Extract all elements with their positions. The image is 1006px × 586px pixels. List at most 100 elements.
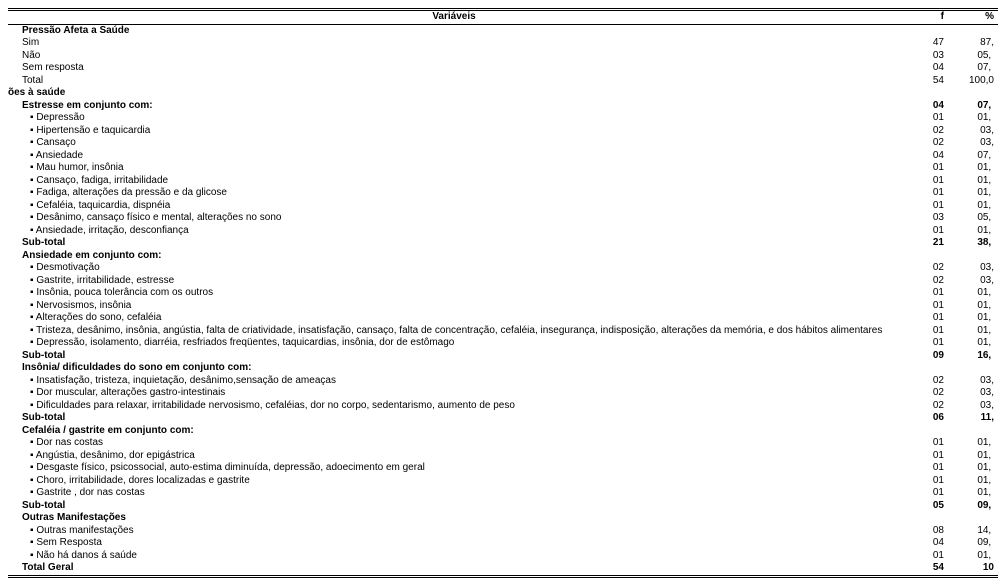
row-pct: 09, xyxy=(948,537,998,550)
table-row: ▪ Hipertensão e taquicardia0203, xyxy=(8,125,998,138)
row-pct: 01, xyxy=(948,450,998,463)
row-f xyxy=(900,24,948,37)
row-label: ▪ Angústia, desânimo, dor epigástrica xyxy=(8,450,900,463)
row-f xyxy=(900,250,948,263)
row-label: Sem resposta xyxy=(8,62,900,75)
row-label: ▪ Cefaléia, taquicardia, dispnéia xyxy=(8,200,900,213)
subtotal-row: Sub-total0611, xyxy=(8,412,998,425)
row-pct: 38, xyxy=(948,237,998,250)
row-f: 04 xyxy=(900,537,948,550)
row-pct: 03, xyxy=(948,275,998,288)
row-pct: 03, xyxy=(948,375,998,388)
row-f: 04 xyxy=(900,100,948,113)
table-row: ▪ Dificuldades para relaxar, irritabilid… xyxy=(8,400,998,413)
row-pct: 07, xyxy=(948,100,998,113)
row-pct: 09, xyxy=(948,500,998,513)
row-pct: 01, xyxy=(948,200,998,213)
row-label: Sim xyxy=(8,37,900,50)
row-f: 01 xyxy=(900,475,948,488)
row-pct: 87, xyxy=(948,37,998,50)
row-f: 02 xyxy=(900,262,948,275)
row-f: 04 xyxy=(900,150,948,163)
row-f: 02 xyxy=(900,400,948,413)
table-row: ▪ Dor muscular, alterações gastro-intest… xyxy=(8,387,998,400)
row-f: 02 xyxy=(900,375,948,388)
col-f: f xyxy=(900,10,948,25)
row-pct: 03, xyxy=(948,137,998,150)
row-pct: 14, xyxy=(948,525,998,538)
table-row: ▪ Gastrite, irritabilidade, estresse0203… xyxy=(8,275,998,288)
col-variaveis: Variáveis xyxy=(8,10,900,25)
row-f: 01 xyxy=(900,200,948,213)
header-row: Variáveis f % xyxy=(8,10,998,25)
row-pct: 05, xyxy=(948,212,998,225)
section-title: Ansiedade em conjunto com: xyxy=(8,250,900,263)
subtotal-label: Sub-total xyxy=(8,237,900,250)
row-pct xyxy=(948,24,998,37)
row-pct xyxy=(948,87,998,100)
table-row: ▪ Ansiedade0407, xyxy=(8,150,998,163)
row-pct: 07, xyxy=(948,150,998,163)
row-f: 01 xyxy=(900,312,948,325)
section-title-row: Pressão Afeta a Saúde xyxy=(8,24,998,37)
data-table: Variáveis f % Pressão Afeta a SaúdeSim47… xyxy=(8,8,998,578)
row-label: ▪ Sem Resposta xyxy=(8,537,900,550)
table-row: Sem resposta0407, xyxy=(8,62,998,75)
row-pct: 03, xyxy=(948,400,998,413)
table-row: ▪ Insônia, pouca tolerância com os outro… xyxy=(8,287,998,300)
table-row: ▪ Outras manifestações0814, xyxy=(8,525,998,538)
row-f: 01 xyxy=(900,187,948,200)
row-label: Não xyxy=(8,50,900,63)
row-pct: 01, xyxy=(948,175,998,188)
table-row: ▪ Dor nas costas0101, xyxy=(8,437,998,450)
table-row: ▪ Angústia, desânimo, dor epigástrica010… xyxy=(8,450,998,463)
section-title-row: Insônia/ dificuldades do sono em conjunt… xyxy=(8,362,998,375)
table-row: ▪ Fadiga, alterações da pressão e da gli… xyxy=(8,187,998,200)
row-pct: 07, xyxy=(948,62,998,75)
row-f: 01 xyxy=(900,462,948,475)
row-pct xyxy=(948,362,998,375)
row-f: 08 xyxy=(900,525,948,538)
row-f: 01 xyxy=(900,112,948,125)
row-f: 03 xyxy=(900,50,948,63)
table-row: ▪ Alterações do sono, cefaléia0101, xyxy=(8,312,998,325)
row-f: 01 xyxy=(900,325,948,338)
row-label: ▪ Outras manifestações xyxy=(8,525,900,538)
row-label: ▪ Insatisfação, tristeza, inquietação, d… xyxy=(8,375,900,388)
row-label: ▪ Dor nas costas xyxy=(8,437,900,450)
table-row: ▪ Insatisfação, tristeza, inquietação, d… xyxy=(8,375,998,388)
section-title-row: Outras Manifestações xyxy=(8,512,998,525)
row-pct: 01, xyxy=(948,325,998,338)
row-label: ▪ Desânimo, cansaço físico e mental, alt… xyxy=(8,212,900,225)
row-label: ▪ Não há danos á saúde xyxy=(8,550,900,563)
row-f: 01 xyxy=(900,175,948,188)
row-label: ▪ Desgaste físico, psicossocial, auto-es… xyxy=(8,462,900,475)
row-f: 02 xyxy=(900,275,948,288)
row-label: ▪ Ansiedade, irritação, desconfiança xyxy=(8,225,900,238)
table-row: ▪ Cansaço, fadiga, irritabilidade0101, xyxy=(8,175,998,188)
row-label: ▪ Insônia, pouca tolerância com os outro… xyxy=(8,287,900,300)
table-row: ▪ Depressão0101, xyxy=(8,112,998,125)
row-f: 03 xyxy=(900,212,948,225)
table-row: ▪ Depressão, isolamento, diarréia, resfr… xyxy=(8,337,998,350)
row-f: 01 xyxy=(900,550,948,563)
section-title: Outras Manifestações xyxy=(8,512,900,525)
row-f: 02 xyxy=(900,137,948,150)
row-f: 09 xyxy=(900,350,948,363)
row-f: 01 xyxy=(900,487,948,500)
subtotal-label: Sub-total xyxy=(8,350,900,363)
row-f: 01 xyxy=(900,300,948,313)
row-pct: 01, xyxy=(948,287,998,300)
row-pct: 11, xyxy=(948,412,998,425)
row-pct xyxy=(948,250,998,263)
row-f: 02 xyxy=(900,125,948,138)
row-label: ▪ Depressão, isolamento, diarréia, resfr… xyxy=(8,337,900,350)
section-title: ões à saúde xyxy=(8,87,900,100)
subtotal-label: Sub-total xyxy=(8,412,900,425)
row-pct: 03, xyxy=(948,387,998,400)
subtotal-row: Sub-total0509, xyxy=(8,500,998,513)
table-row: Sim4787, xyxy=(8,37,998,50)
row-label: ▪ Dificuldades para relaxar, irritabilid… xyxy=(8,400,900,413)
row-pct: 01, xyxy=(948,162,998,175)
row-pct: 01, xyxy=(948,187,998,200)
